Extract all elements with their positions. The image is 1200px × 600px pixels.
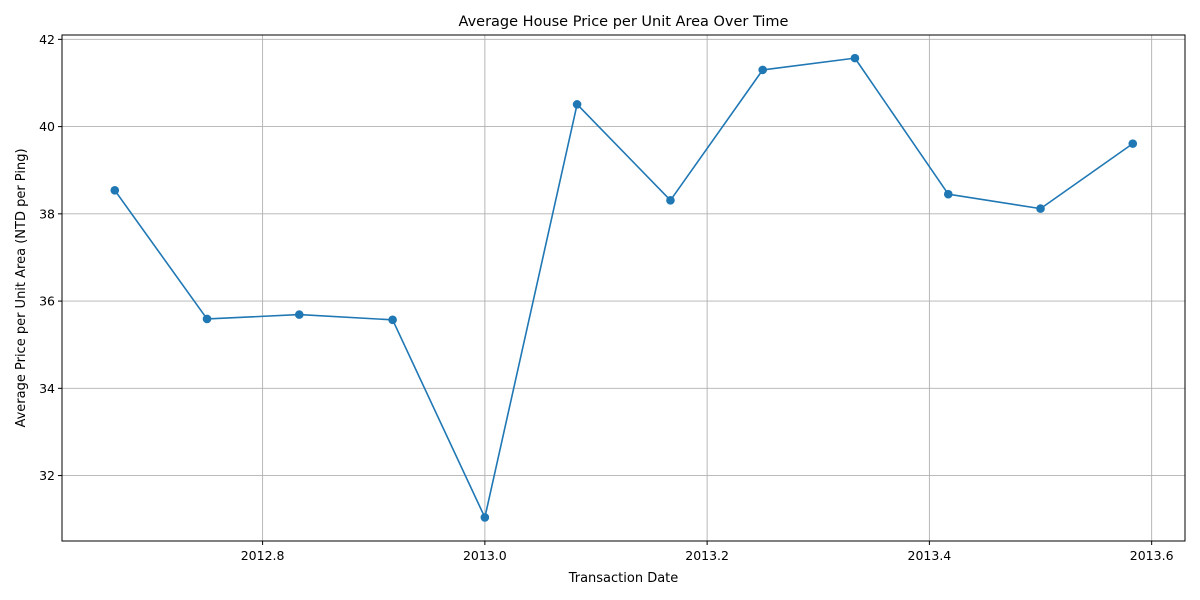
data-point xyxy=(388,315,397,325)
data-point xyxy=(572,100,582,109)
y-tick-label: 40 xyxy=(39,119,55,134)
x-tick-label: 2013.0 xyxy=(463,548,507,563)
y-tick-label: 42 xyxy=(39,32,55,47)
data-point xyxy=(850,53,860,63)
axis-ticks: 2012.8 2013.0 2013.2 2013.4 2013.6 32 34 36 38 40… xyxy=(39,32,1173,563)
grid-lines xyxy=(62,35,1185,541)
data-point xyxy=(202,314,212,324)
data-point xyxy=(666,196,675,205)
y-tick-label: 32 xyxy=(39,468,55,483)
series-layer xyxy=(110,53,1138,522)
y-tick-label: 34 xyxy=(39,381,55,396)
plot-frame xyxy=(61,34,1186,542)
data-point xyxy=(1036,204,1045,213)
y-tick-label: 38 xyxy=(39,206,55,221)
x-tick-label: 2012.8 xyxy=(241,548,285,563)
data-point xyxy=(943,189,953,199)
data-point xyxy=(110,185,120,195)
x-tick-label: 2013.6 xyxy=(1130,548,1174,563)
y-tick-label: 36 xyxy=(39,294,55,309)
data-point xyxy=(294,310,304,319)
x-tick-label: 2013.2 xyxy=(685,548,729,563)
y-axis-label: Average Price per Unit Area (NTD per Pin… xyxy=(14,148,29,427)
x-axis-label: Transaction Date xyxy=(568,571,679,586)
series-line xyxy=(114,57,1134,519)
chart-title: Average House Price per Unit Area Over T… xyxy=(459,14,789,30)
x-tick-label: 2013.4 xyxy=(908,548,952,563)
data-point xyxy=(480,513,490,522)
data-point xyxy=(1128,139,1138,148)
data-point xyxy=(758,65,767,75)
